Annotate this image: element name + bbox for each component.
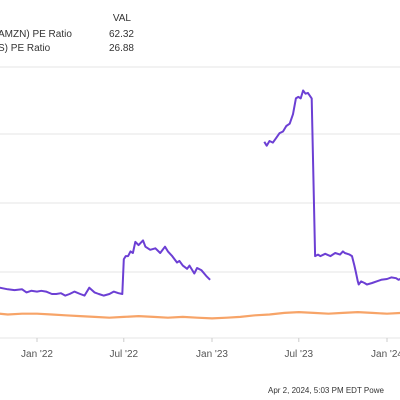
series-line-amzn	[0, 239, 211, 297]
x-axis-ticks: Jan '22 Jul '22 Jan '23 Jul '23 Jan '24	[21, 338, 400, 360]
legend-value-second: 26.88	[109, 43, 134, 54]
grid-lines	[0, 66, 400, 339]
footer-timestamp: Apr 2, 2024, 5:03 PM EDT Powe	[268, 386, 384, 395]
legend-value-header: VAL	[113, 13, 132, 24]
legend-value-amzn: 62.32	[109, 29, 134, 40]
x-tick-label: Jan '22	[21, 349, 53, 360]
legend-label-second: S) PE Ratio	[0, 43, 51, 54]
x-tick-label: Jul '23	[284, 349, 313, 360]
series-line-amzn	[263, 89, 400, 286]
legend: VAL AMZN) PE Ratio 62.32 S) PE Ratio 26.…	[0, 13, 134, 54]
x-tick-label: Jan '23	[196, 349, 228, 360]
x-tick-label: Jan '24	[371, 349, 400, 360]
x-tick-label: Jul '22	[109, 349, 138, 360]
legend-label-amzn: AMZN) PE Ratio	[0, 29, 72, 40]
series-line-second	[0, 311, 400, 320]
series-lines	[0, 89, 400, 320]
